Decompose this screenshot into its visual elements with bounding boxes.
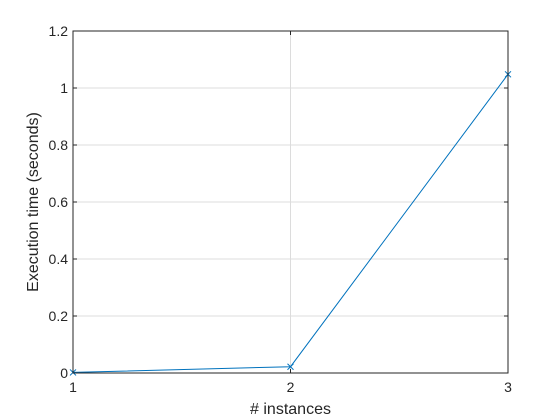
y-tick-label: 0.2	[49, 308, 69, 324]
axis-ticks: 1 2 3 0 0.2 0.4 0.6 0.8 1 1.2	[49, 23, 513, 395]
data-point-marker	[287, 363, 294, 371]
y-axis-label: Execution time (seconds)	[25, 112, 42, 292]
y-tick-label: 0.4	[49, 251, 69, 267]
y-tick-label: 0.6	[49, 194, 69, 210]
x-tick-label: 2	[287, 379, 295, 395]
y-tick-label: 0	[60, 365, 68, 381]
x-axis-label: # instances	[250, 401, 331, 418]
y-tick-label: 1	[60, 80, 68, 96]
x-tick-label: 1	[69, 379, 77, 395]
y-tick-label: 0.8	[49, 137, 69, 153]
y-tick-label: 1.2	[49, 23, 69, 39]
x-tick-label: 3	[504, 379, 512, 395]
